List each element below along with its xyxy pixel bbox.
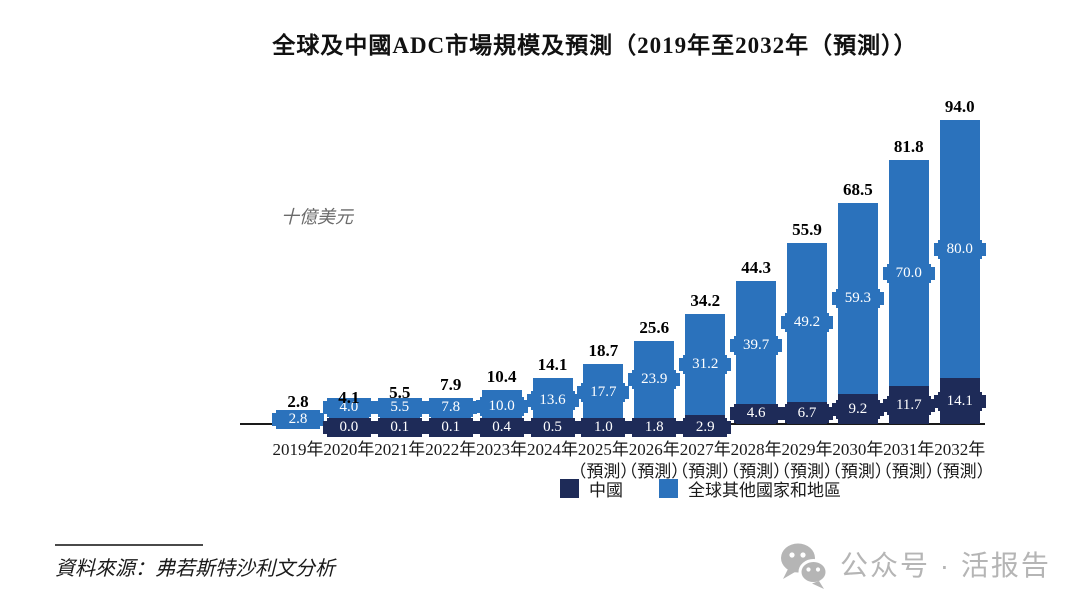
bar-value-label-china: 2.9 (679, 418, 732, 437)
bar-value-label-global: 7.8 (424, 398, 477, 417)
x-axis-label-year: 2027年 (679, 440, 731, 459)
bar-value-label-global: 4.0 (322, 398, 375, 417)
bar-total-label: 5.5 (389, 382, 411, 402)
bar-total-label: 7.9 (440, 375, 462, 395)
bar-value-label-global: 49.2 (781, 313, 833, 333)
x-axis-label-year: 2031年 (883, 440, 935, 459)
x-axis-label-year: 2029年 (781, 440, 833, 459)
bar-value-label-china: 0.0 (322, 418, 375, 437)
source-divider-line (55, 544, 203, 546)
x-axis-label-year: 2021年 (374, 440, 426, 459)
x-axis-label-forecast: （預測） (925, 462, 994, 481)
bar-total-label: 18.7 (588, 340, 619, 360)
bar-value-label-global: 2.8 (272, 409, 324, 429)
bar-total-label: 55.9 (792, 220, 822, 240)
bar-value-label-global: 17.7 (577, 382, 630, 402)
x-axis-label-year: 2028年 (730, 440, 782, 459)
bar-value-label-china: 0.4 (475, 418, 528, 437)
x-axis-label-year: 2026年 (628, 440, 680, 459)
bar-value-label-china: 1.0 (577, 418, 630, 437)
bar-value-label-global: 39.7 (730, 335, 783, 355)
legend-label-china: 中國 (589, 481, 623, 500)
x-axis-label-forecast: （預測） (569, 462, 638, 481)
x-axis-label-forecast: （預測） (671, 462, 740, 481)
bar-value-label-china: 11.7 (882, 395, 935, 415)
x-axis-label-forecast: （預測） (874, 462, 943, 481)
bar-total-label: 2.8 (287, 391, 309, 411)
bar-value-label-china: 14.1 (933, 391, 986, 411)
x-axis-label-forecast: （預測） (823, 462, 892, 481)
legend-swatch-global (659, 479, 678, 498)
bar-total-label: 34.2 (690, 290, 721, 310)
chart-title: 全球及中國ADC市場規模及預測（2019年至2032年（預測）） (272, 33, 918, 58)
bar-total-label: 4.1 (338, 388, 360, 408)
bar-value-label-china: 4.6 (730, 404, 783, 423)
legend-swatch-china (560, 479, 579, 498)
bar-total-label: 68.5 (843, 179, 873, 199)
chart-legend: 中國 全球其他國家和地區 (560, 476, 841, 501)
bar-value-label-global: 70.0 (882, 263, 935, 283)
bar-value-label-china: 0.5 (526, 418, 579, 437)
wechat-icon (781, 543, 829, 589)
bar-total-label: 44.3 (741, 257, 771, 277)
bar-value-label-china: 9.2 (831, 399, 884, 419)
bar-value-label-global: 59.3 (831, 289, 884, 308)
bar-total-label: 81.8 (893, 137, 924, 157)
x-axis-label-year: 2023年 (476, 440, 528, 459)
x-axis-label-year: 2024年 (527, 440, 578, 459)
bar-total-label: 25.6 (639, 317, 670, 337)
bar-value-label-global: 23.9 (628, 370, 681, 390)
x-axis-label-year: 2019年 (272, 440, 324, 459)
source-text: 資料來源：弗若斯特沙利文分析 (55, 558, 335, 580)
x-axis-label-forecast: （預測） (620, 462, 689, 481)
x-axis-label-year: 2032年 (934, 440, 986, 459)
y-axis-unit-label: 十億美元 (281, 207, 353, 227)
bar-value-label-china: 0.1 (373, 418, 426, 437)
bar-value-label-global: 31.2 (679, 354, 732, 374)
bar-value-label-global: 13.6 (526, 390, 579, 410)
bar-total-label: 10.4 (486, 367, 517, 387)
x-axis-label-forecast: （預測） (773, 462, 841, 481)
legend-item-global: 全球其他國家和地區 (659, 476, 841, 501)
bar-total-label: 94.0 (944, 97, 975, 117)
watermark-text: 公众号 · 活报告 (840, 550, 1051, 581)
bar-value-label-china: 6.7 (781, 404, 833, 423)
x-axis-label-forecast: （預測） (722, 462, 791, 481)
bar-value-label-global: 80.0 (933, 239, 986, 259)
watermark: 公众号 · 活报告 (778, 541, 1051, 591)
x-axis-label-year: 2020年 (323, 440, 375, 459)
bar-value-label-global: 10.0 (475, 397, 528, 417)
bar-value-label-china: 0.1 (424, 418, 477, 437)
bar-total-label: 14.1 (537, 355, 568, 375)
x-axis-label-year: 2022年 (425, 440, 477, 459)
legend-label-global: 全球其他國家和地區 (688, 481, 841, 500)
x-axis-label-year: 2030年 (832, 440, 884, 459)
legend-item-china: 中國 (560, 476, 623, 501)
bar-value-label-china: 1.8 (628, 418, 681, 437)
bar-value-label-global: 5.5 (373, 398, 426, 417)
x-axis-label-year: 2025年 (577, 440, 629, 459)
